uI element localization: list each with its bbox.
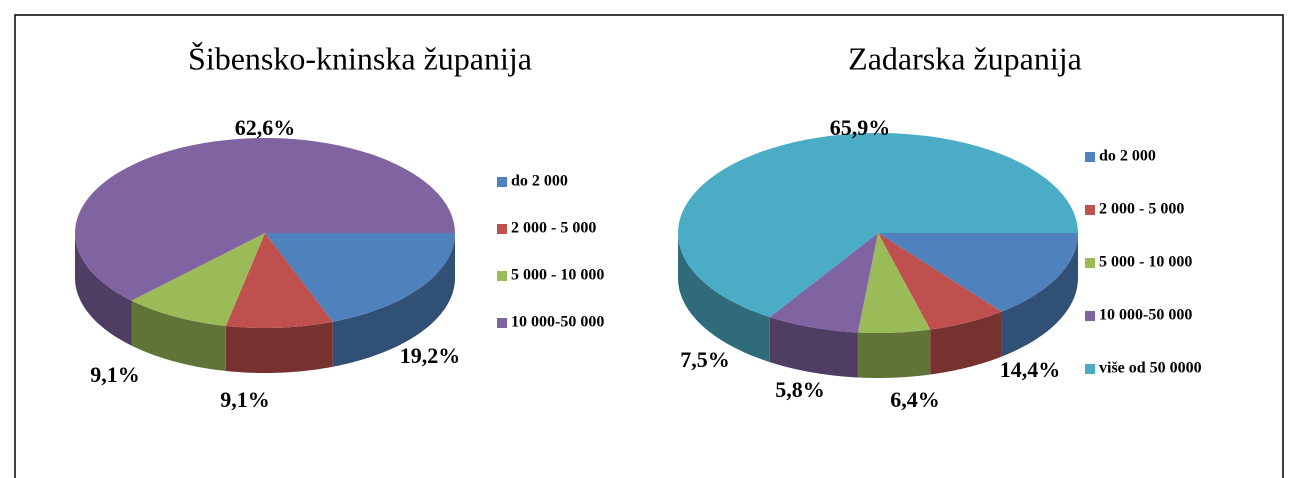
data-label: 62,6% bbox=[235, 115, 296, 140]
slice bbox=[678, 132, 1078, 318]
slice-side bbox=[225, 321, 333, 373]
data-label: 9,1% bbox=[220, 387, 270, 412]
legend-label: do 2 000 bbox=[511, 173, 568, 190]
legend-label: 10 000-50 000 bbox=[1099, 307, 1192, 324]
legend-label: 10 000-50 000 bbox=[511, 314, 604, 331]
data-label: 7,5% bbox=[680, 347, 730, 372]
chart-title: Šibensko-kninska županija bbox=[188, 40, 532, 76]
legend-label: više od 50 0000 bbox=[1099, 360, 1202, 377]
legend-swatch bbox=[1085, 152, 1095, 162]
frame bbox=[14, 14, 1284, 478]
legend-label: do 2 000 bbox=[1099, 148, 1156, 165]
legend-swatch bbox=[497, 318, 507, 328]
data-label: 5,8% bbox=[775, 377, 825, 402]
legend-swatch bbox=[1085, 258, 1095, 268]
legend-swatch bbox=[497, 271, 507, 281]
slice bbox=[878, 233, 1078, 312]
legend-label: 5 000 - 10 000 bbox=[1099, 254, 1192, 271]
slice-side bbox=[131, 300, 226, 371]
slice-side bbox=[75, 233, 132, 346]
data-label: 65,9% bbox=[830, 115, 891, 140]
slice bbox=[75, 138, 456, 301]
data-label: 6,4% bbox=[890, 387, 940, 412]
data-label: 14,4% bbox=[1000, 357, 1061, 382]
legend-swatch bbox=[1085, 364, 1095, 374]
slice bbox=[878, 233, 1002, 330]
slice-side bbox=[857, 329, 931, 378]
slice-side bbox=[678, 233, 770, 363]
slice bbox=[131, 233, 265, 326]
slice-side bbox=[930, 311, 1002, 375]
data-label: 9,1% bbox=[90, 362, 140, 387]
legend-label: 2 000 - 5 000 bbox=[1099, 201, 1184, 218]
legend-label: 2 000 - 5 000 bbox=[511, 220, 596, 237]
legend-label: 5 000 - 10 000 bbox=[511, 267, 604, 284]
legend-swatch bbox=[497, 224, 507, 234]
slice-side bbox=[1001, 233, 1078, 357]
slice bbox=[857, 233, 931, 333]
slice-side bbox=[332, 233, 455, 367]
chart-title: Zadarska županija bbox=[848, 40, 1082, 76]
slice bbox=[769, 233, 878, 333]
legend-swatch bbox=[497, 177, 507, 187]
slice-side bbox=[769, 317, 858, 378]
slice bbox=[265, 233, 455, 322]
legend-swatch bbox=[1085, 205, 1095, 215]
slice bbox=[225, 233, 333, 328]
data-label: 19,2% bbox=[400, 343, 461, 368]
legend-swatch bbox=[1085, 311, 1095, 321]
